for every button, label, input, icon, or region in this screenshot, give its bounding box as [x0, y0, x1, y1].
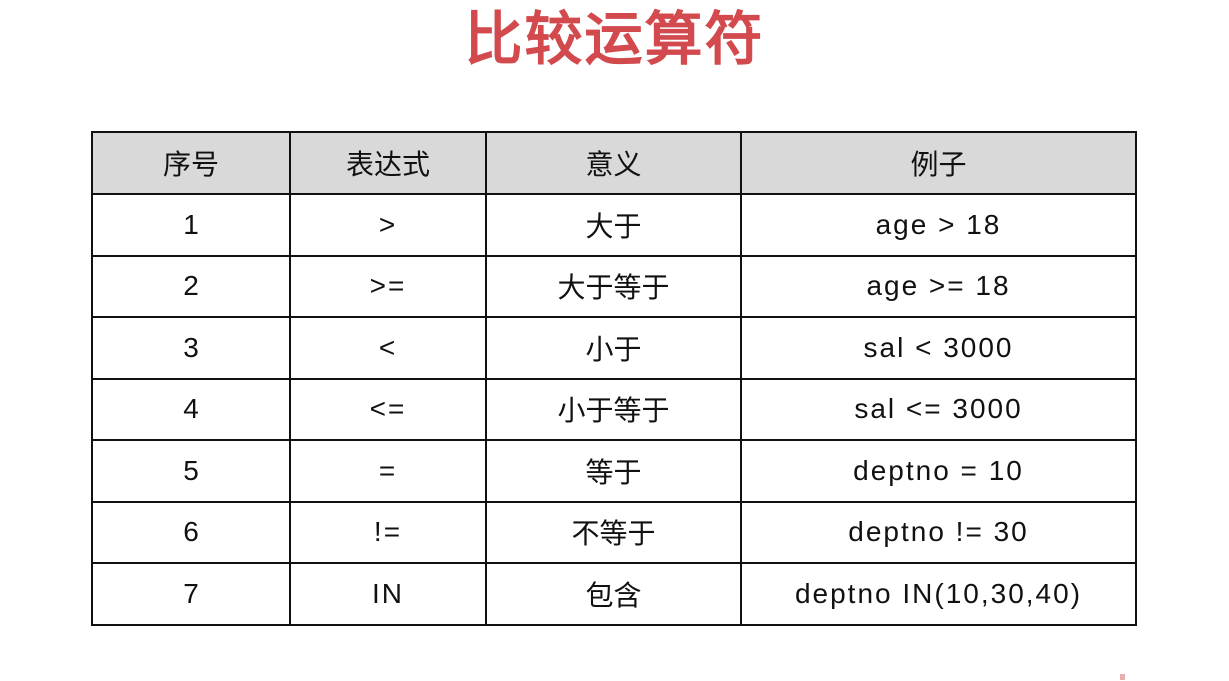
expression-cell: != [289, 500, 487, 564]
example-cell: deptno = 10 [740, 439, 1137, 503]
meaning-cell: 包含 [485, 562, 742, 626]
row-number-cell: 2 [91, 254, 291, 318]
column-header-expression: 表达式 [289, 131, 487, 195]
row-number-cell: 6 [91, 500, 291, 564]
example-cell: deptno != 30 [740, 500, 1137, 564]
row-number-cell: 5 [91, 439, 291, 503]
table-row: 4 <= 小于等于 sal <= 3000 [91, 377, 1137, 441]
expression-cell: IN [289, 562, 487, 626]
example-cell: sal <= 3000 [740, 377, 1137, 441]
column-header-meaning: 意义 [485, 131, 742, 195]
expression-cell: > [289, 193, 487, 257]
example-cell: age > 18 [740, 193, 1137, 257]
expression-cell: >= [289, 254, 487, 318]
row-number-cell: 4 [91, 377, 291, 441]
comparison-operators-table: 序号 表达式 意义 例子 1 > 大于 age > 18 2 >= 大于等于 age >= 1… [91, 131, 1137, 626]
table-row: 7 IN 包含 deptno IN(10,30,40) [91, 562, 1137, 626]
row-number-cell: 3 [91, 316, 291, 380]
meaning-cell: 大于 [485, 193, 742, 257]
table-row: 5 = 等于 deptno = 10 [91, 439, 1137, 503]
example-cell: deptno IN(10,30,40) [740, 562, 1137, 626]
table-row: 2 >= 大于等于 age >= 18 [91, 254, 1137, 318]
table-row: 6 != 不等于 deptno != 30 [91, 500, 1137, 564]
meaning-cell: 小于 [485, 316, 742, 380]
row-number-cell: 7 [91, 562, 291, 626]
comparison-operators-table-wrap: 序号 表达式 意义 例子 1 > 大于 age > 18 2 >= 大于等于 age >= 1… [91, 131, 1137, 626]
table-row: 3 < 小于 sal < 3000 [91, 316, 1137, 380]
meaning-cell: 大于等于 [485, 254, 742, 318]
example-cell: sal < 3000 [740, 316, 1137, 380]
expression-cell: < [289, 316, 487, 380]
row-number-cell: 1 [91, 193, 291, 257]
watermark-fragment [1120, 674, 1125, 680]
expression-cell: = [289, 439, 487, 503]
column-header-number: 序号 [91, 131, 291, 195]
table-header-row: 序号 表达式 意义 例子 [91, 131, 1137, 195]
meaning-cell: 不等于 [485, 500, 742, 564]
meaning-cell: 小于等于 [485, 377, 742, 441]
expression-cell: <= [289, 377, 487, 441]
column-header-example: 例子 [740, 131, 1137, 195]
table-row: 1 > 大于 age > 18 [91, 193, 1137, 257]
example-cell: age >= 18 [740, 254, 1137, 318]
meaning-cell: 等于 [485, 439, 742, 503]
page-title: 比较运算符 [464, 7, 765, 72]
